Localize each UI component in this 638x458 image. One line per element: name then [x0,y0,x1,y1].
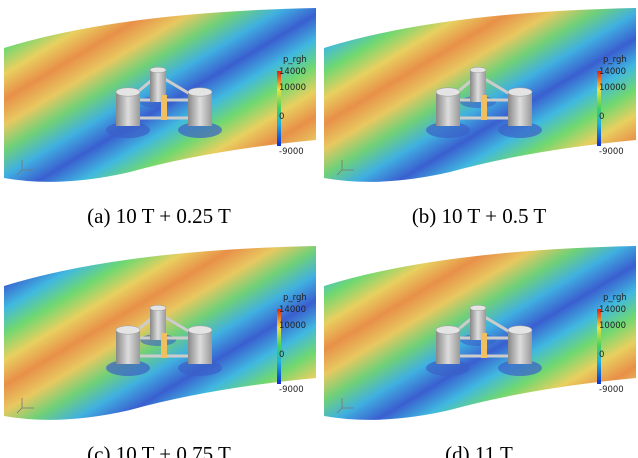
column-top [436,88,460,96]
colorbar-label: -9000 [599,385,624,395]
center-column [481,333,487,358]
column-top [116,88,140,96]
column-top [150,305,166,311]
panel: p_rgh 14000 10000 0 -9000 (b) 10 T + 0.5 T [324,8,636,228]
column [508,92,532,126]
column-top [508,326,532,334]
colorbar-label: 10000 [599,83,626,93]
colorbar-label: 14000 [599,305,626,315]
column-top [508,88,532,96]
column [436,92,460,126]
column [188,330,212,364]
colorbar-label: 0 [279,350,284,360]
caption: (b) 10 T + 0.5 T [412,204,547,228]
colorbar-label: 0 [599,350,604,360]
colorbar-label: 10000 [279,83,306,93]
colorbar-label: 0 [279,112,284,122]
center-column [481,95,487,120]
column [116,330,140,364]
column [508,330,532,364]
column-top [188,326,212,334]
colorbar-title: p_rgh [603,293,627,303]
colorbar-label: 10000 [599,321,626,331]
colorbar-label: 10000 [279,321,306,331]
caption: (a) 10 T + 0.25 T [87,204,231,228]
colorbar-title: p_rgh [603,55,627,65]
figure: p_rgh14000100000-9000(a) 10 T + 0.25 Tp_… [0,0,638,458]
colorbar-label: 14000 [279,67,306,77]
colorbar-label: -9000 [599,147,624,157]
column-top [470,67,486,73]
colorbar-title: p_rgh [283,55,307,65]
column-top [116,326,140,334]
center-column [161,95,167,120]
column [436,330,460,364]
center-column [161,333,167,358]
column-top [470,305,486,311]
colorbar-title: p_rgh [283,293,307,303]
panel: p_rgh 14000 10000 0 -9000 (a) 10 T + 0.25 T [4,8,316,228]
colorbar-label: -9000 [279,385,304,395]
colorbar-label: 14000 [599,67,626,77]
colorbar-label: 14000 [279,305,306,315]
caption: (c) 10 T + 0.75 T [87,442,231,458]
column-top [436,326,460,334]
column-top [188,88,212,96]
column [188,92,212,126]
column-top [150,67,166,73]
colorbar-label: 0 [599,112,604,122]
column [116,92,140,126]
colorbar-label: -9000 [279,147,304,157]
caption: (d) 11 T [445,442,513,458]
panel: p_rgh 14000 10000 0 -9000 (d) 11 T [324,246,636,458]
panel: p_rgh 14000 10000 0 -9000 (c) 10 T + 0.75 T [4,246,316,458]
